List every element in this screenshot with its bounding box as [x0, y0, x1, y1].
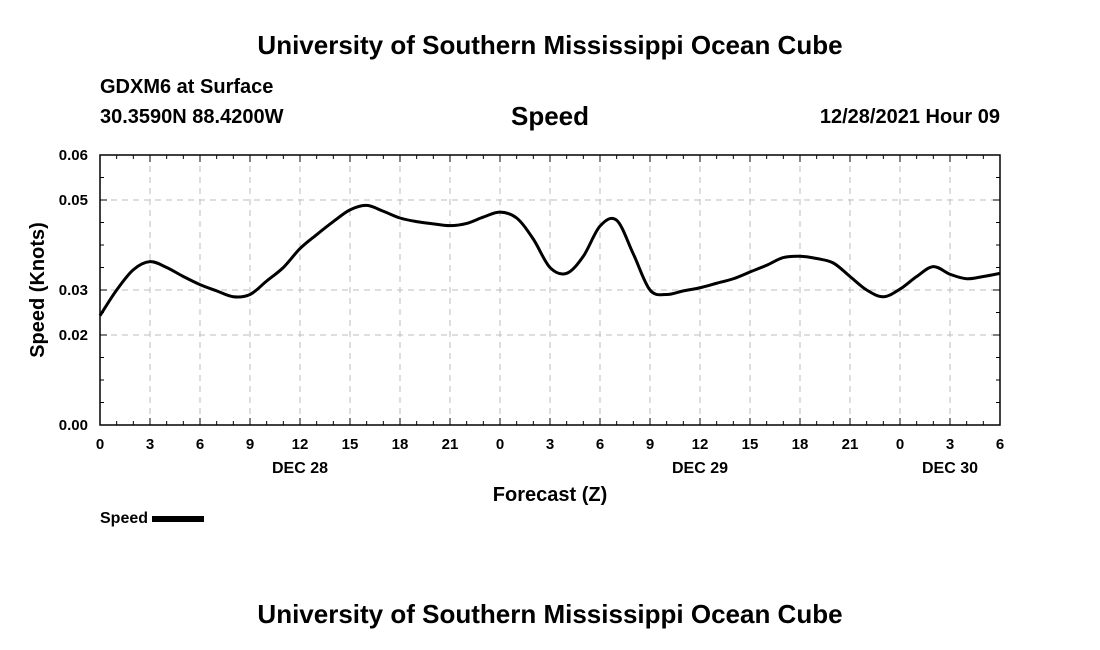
- x-tick-label: 0: [96, 436, 104, 453]
- legend: Speed: [100, 510, 205, 528]
- x-tick-label: 12: [692, 436, 709, 453]
- x-tick-label: 3: [946, 436, 954, 453]
- footer-title: University of Southern Mississippi Ocean…: [257, 599, 843, 629]
- x-tick-label: 6: [196, 436, 204, 453]
- x-tick-label: 18: [792, 436, 809, 453]
- x-tick-label: 21: [842, 436, 859, 453]
- datetime-label: 12/28/2021 Hour 09: [819, 106, 1000, 128]
- legend-label: Speed: [100, 510, 149, 527]
- chart-title: Speed: [510, 101, 590, 131]
- x-tick-label: 6: [996, 436, 1004, 453]
- x-tick-label: 3: [146, 436, 154, 453]
- y-tick-label: 0.05: [59, 192, 88, 209]
- axes: 0 3 6 9 12 15 18 21 0 3 6 9 12 15 18 21 0 3 6 0.00 0.02 0.03 0…: [59, 147, 1004, 477]
- x-tick-label: 9: [646, 436, 654, 453]
- x-date-label: DEC 28: [272, 460, 328, 477]
- series: [98, 203, 1001, 317]
- x-tick-label: 0: [896, 436, 904, 453]
- x-tick-label: 15: [742, 436, 759, 453]
- x-tick-label: 21: [442, 436, 459, 453]
- x-tick-label: 3: [546, 436, 554, 453]
- y-tick-label: 0.06: [59, 147, 88, 164]
- grid: [100, 154, 1000, 425]
- x-tick-label: 15: [342, 436, 359, 453]
- x-axis-label: Forecast (Z): [493, 484, 607, 506]
- x-date-label: DEC 29: [672, 460, 728, 477]
- page-title: University of Southern Mississippi Ocean…: [257, 30, 843, 60]
- legend-swatch: [152, 516, 205, 522]
- x-tick-label: 6: [596, 436, 604, 453]
- y-axis-label: Speed (Knots): [27, 222, 49, 358]
- y-tick-label: 0.00: [59, 417, 88, 434]
- x-tick-label: 9: [246, 436, 254, 453]
- x-tick-label: 18: [392, 436, 409, 453]
- x-tick-label: 12: [292, 436, 309, 453]
- station-label: GDXM6 at Surface: [100, 76, 274, 98]
- y-tick-label: 0.03: [59, 282, 88, 299]
- x-date-label: DEC 30: [922, 460, 978, 477]
- x-tick-label: 0: [496, 436, 504, 453]
- coordinates-label: 30.3590N 88.4200W: [100, 106, 284, 128]
- series-line-speed: [98, 203, 1001, 317]
- y-tick-label: 0.02: [59, 327, 88, 344]
- plot-frame: [99, 154, 1001, 426]
